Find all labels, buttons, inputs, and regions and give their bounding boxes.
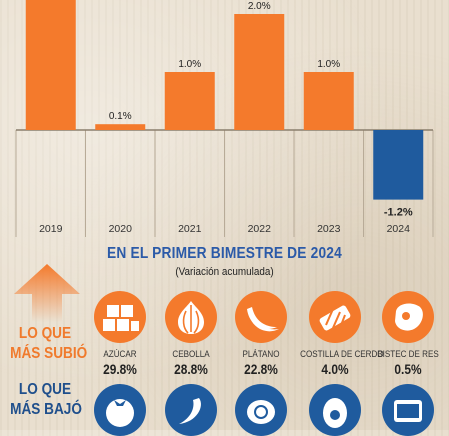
beef-steak-icon (382, 291, 434, 343)
rose-item-onion: CEBOLLA 28.8% (150, 291, 232, 377)
bar-2019 (25, 0, 76, 130)
item-name: AZÚCAR (103, 349, 137, 360)
rose-label-line2: MÁS SUBIÓ (10, 345, 88, 362)
bar-2023 (303, 72, 354, 130)
canned-fish-icon (382, 384, 434, 436)
item-value: 4.0% (321, 361, 349, 377)
bar-chart: 2019 0.1% 2020 1.0% 2021 2.0% 2022 1.0% 2023 -1.2… (15, 0, 434, 237)
data-label-2023: 1.0% (317, 59, 340, 70)
tick-label-2019: 2019 (39, 223, 63, 235)
fell-label: LO QUE MÁS BAJÓ (10, 380, 82, 420)
data-label-2020: 0.1% (109, 111, 132, 122)
bar-2021 (164, 72, 215, 130)
fell-item-egg (294, 384, 376, 436)
rose-item-banana: PLÁTANO 22.8% (220, 291, 302, 377)
tick-label-2024: 2024 (387, 223, 411, 235)
tick-label-2020: 2020 (109, 223, 133, 235)
sugar-cubes-icon (94, 291, 146, 343)
pork-ribs-icon (309, 291, 361, 343)
fell-label-line2: MÁS BAJÓ (10, 401, 82, 418)
item-name: CEBOLLA (172, 349, 210, 360)
fell-item-tomato (79, 384, 161, 436)
item-value: 28.8% (174, 361, 208, 377)
egg-icon (309, 384, 361, 436)
tick-label-2022: 2022 (248, 223, 272, 235)
bar-2022 (234, 14, 285, 130)
fell-label-line1: LO QUE (18, 381, 72, 398)
item-name: BISTEC DE RES (377, 349, 439, 360)
fell-item-chili (150, 384, 232, 436)
bar-2024 (373, 130, 424, 200)
chili-pepper-icon (165, 384, 217, 436)
rose-label: LO QUE MÁS SUBIÓ (10, 324, 88, 364)
item-name: PLÁTANO (242, 349, 280, 360)
rose-item-beef-steak: BISTEC DE RES 0.5% (367, 291, 449, 377)
data-label-2022: 2.0% (248, 1, 271, 12)
tomato-icon (94, 384, 146, 436)
item-value: 0.5% (394, 361, 422, 377)
rose-label-line1: LO QUE (18, 325, 72, 342)
fell-item-lemon (220, 384, 302, 436)
rose-item-pork-ribs: COSTILLA DE CERDO 4.0% (294, 291, 384, 377)
headline: EN EL PRIMER BIMESTRE DE 2024 (107, 245, 342, 262)
tick-label-2021: 2021 (178, 223, 202, 235)
data-label-2021: 1.0% (178, 59, 201, 70)
onion-icon (165, 291, 217, 343)
banana-icon (235, 291, 287, 343)
bar-2020 (95, 124, 146, 130)
subheadline: (Variación acumulada) (175, 266, 274, 278)
item-value: 22.8% (244, 361, 278, 377)
tick-label-2023: 2023 (317, 223, 341, 235)
data-label-2024: -1.2% (384, 207, 413, 219)
item-name: COSTILLA DE CERDO (300, 349, 384, 360)
rose-item-sugar: AZÚCAR 29.8% (79, 291, 161, 377)
item-value: 29.8% (103, 361, 137, 377)
lemon-icon (235, 384, 287, 436)
up-arrow-icon (14, 264, 80, 322)
fell-item-canned-fish (367, 384, 449, 436)
